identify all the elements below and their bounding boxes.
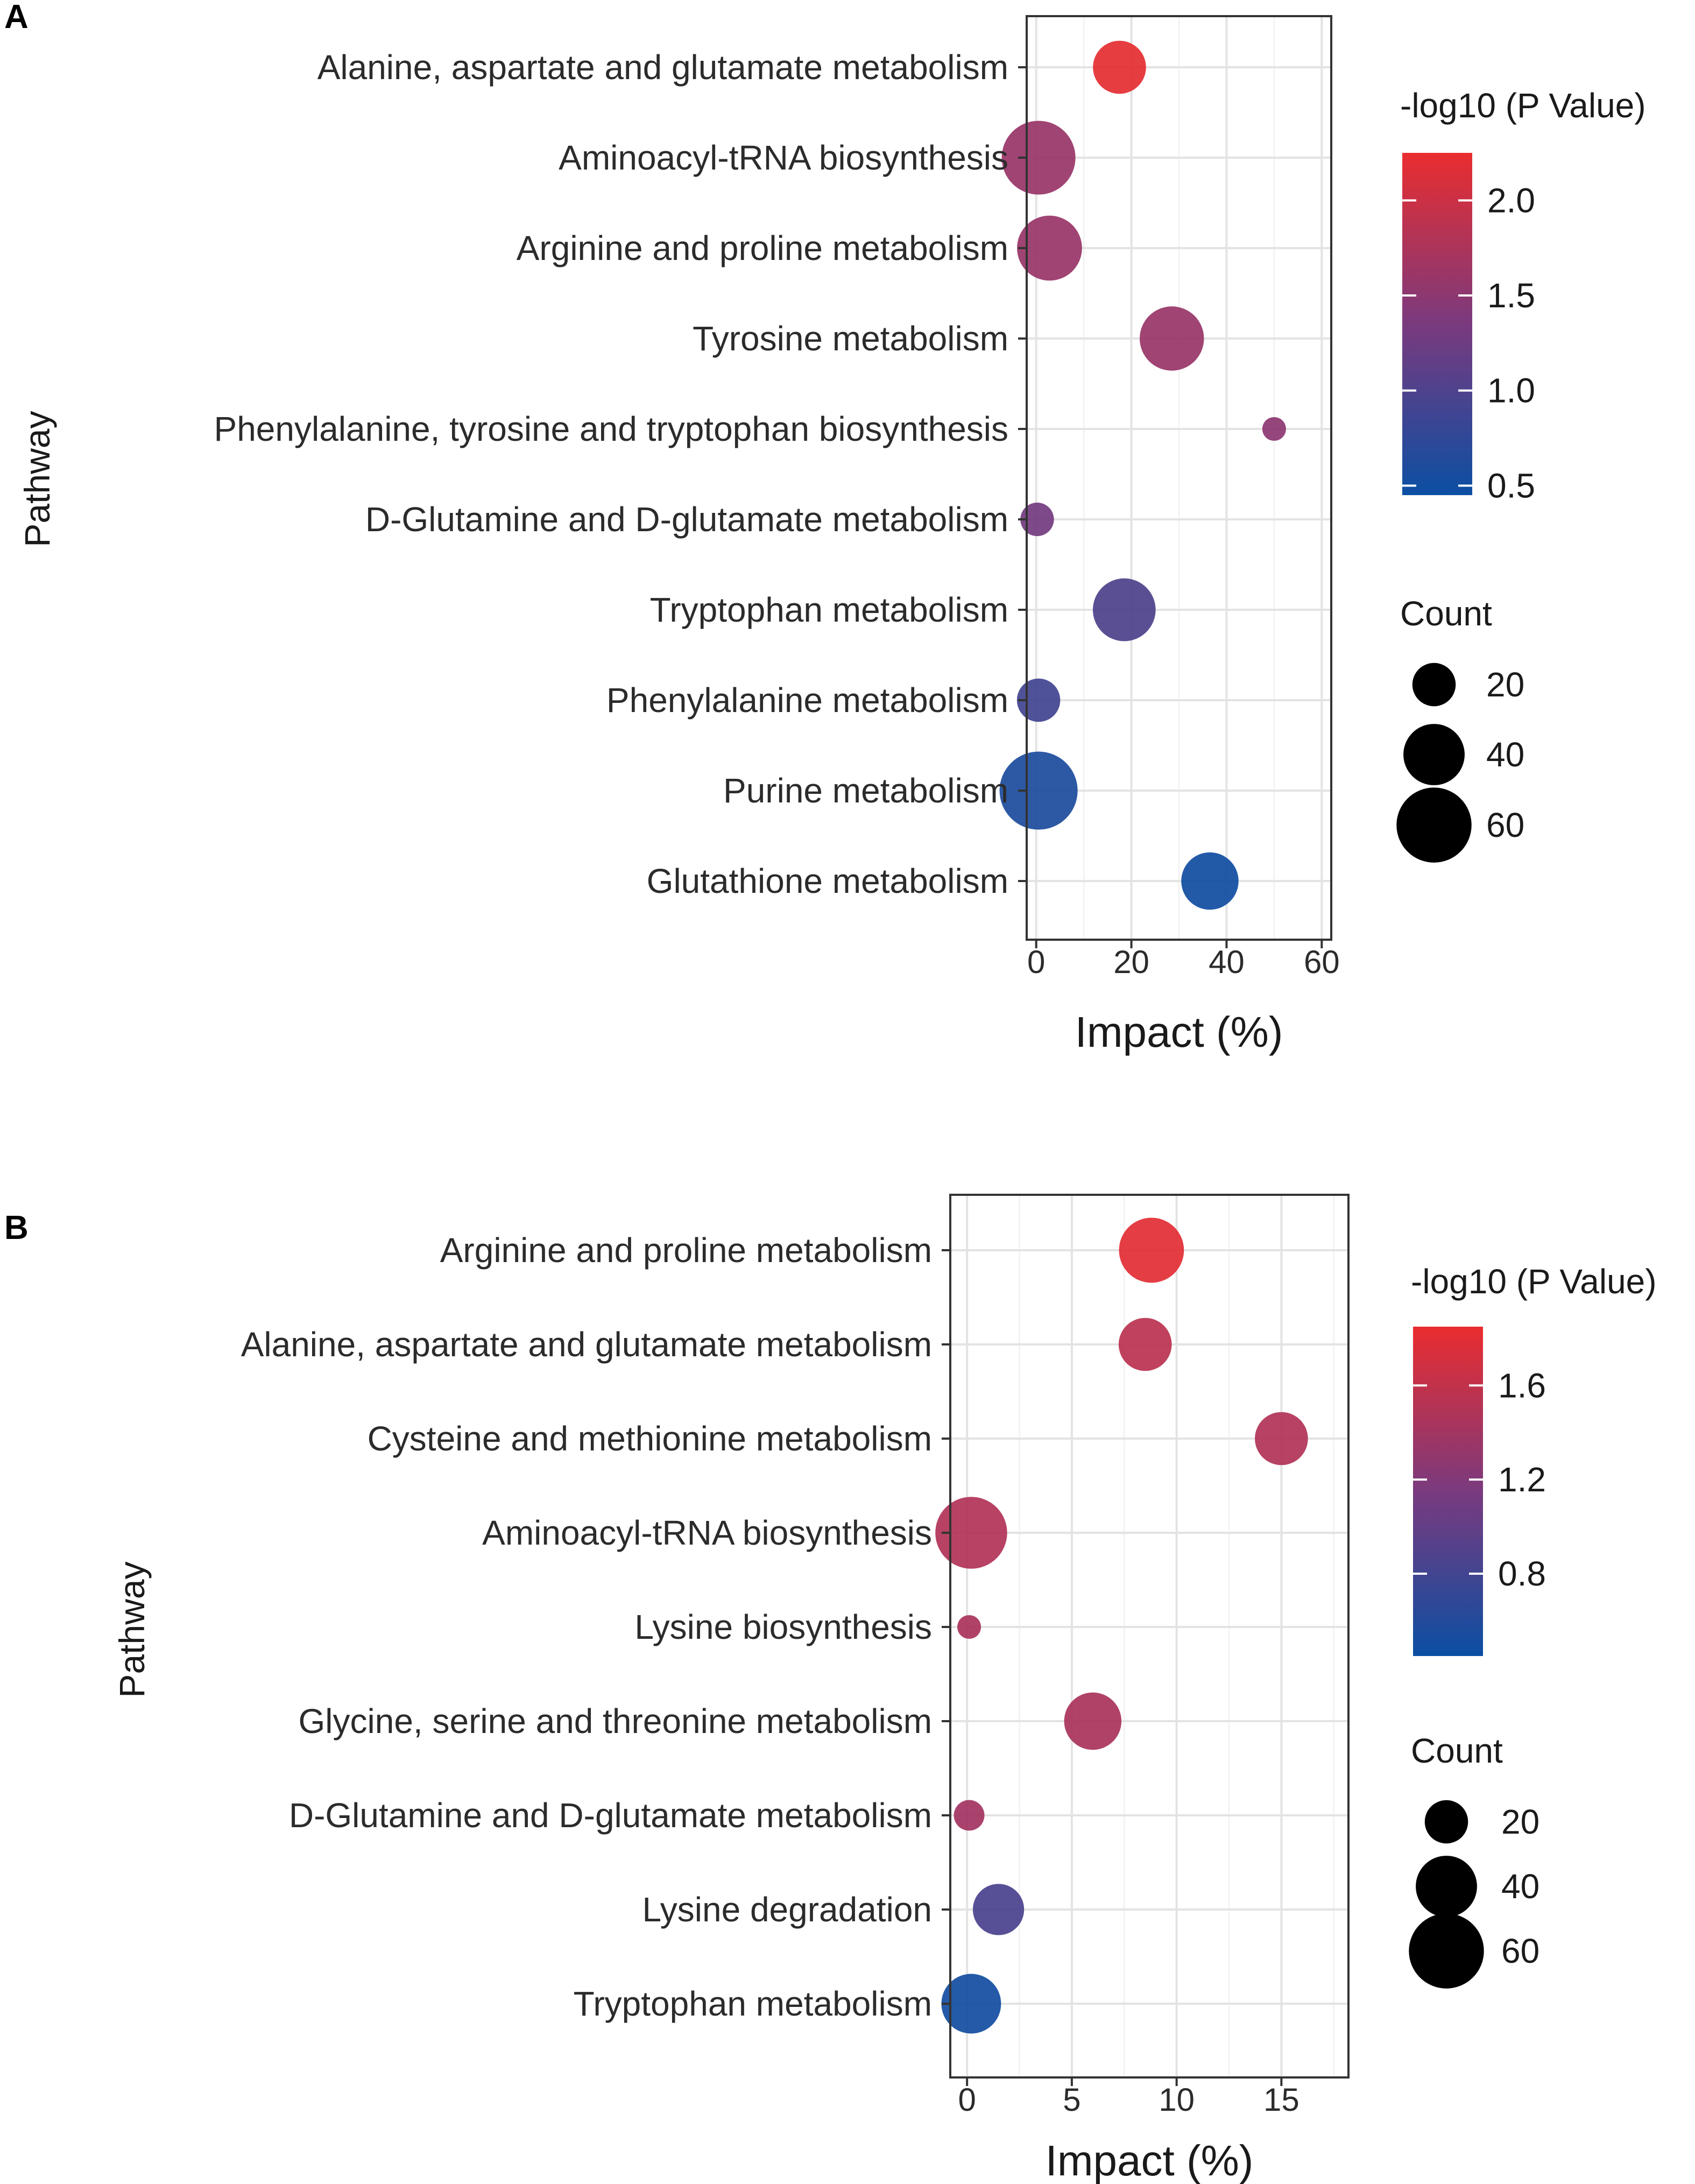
panel-a-chart: A Pathway Alanine, aspartate and glutama… bbox=[4, 0, 1646, 1056]
panel-a-x-tick-label: 60 bbox=[1304, 944, 1340, 980]
panel-b-x-axis-title: Impact (%) bbox=[1046, 2137, 1254, 2184]
panel-b-size-legend-dot bbox=[1424, 1800, 1468, 1844]
panel-a-bubble-point bbox=[1140, 306, 1204, 371]
panel-b-category-label: Alanine, aspartate and glutamate metabol… bbox=[241, 1325, 932, 1364]
panel-b-bubble-point bbox=[1064, 1692, 1122, 1750]
panel-a-x-tick-label: 20 bbox=[1113, 944, 1149, 980]
panel-b-category-label: Arginine and proline metabolism bbox=[440, 1231, 932, 1270]
panel-a-category-label: Purine metabolism bbox=[723, 771, 1008, 810]
panel-a-size-legend-dot bbox=[1396, 787, 1472, 863]
panel-b-plot-border bbox=[949, 1194, 1350, 2079]
panel-a-category-label: Glutathione metabolism bbox=[647, 862, 1008, 900]
panel-b-color-legend-label: 0.8 bbox=[1498, 1554, 1546, 1593]
panel-a-bubble-point bbox=[1017, 215, 1082, 281]
panel-b-x-tick-label: 5 bbox=[1063, 2082, 1080, 2118]
panel-b-category-label: D-Glutamine and D-glutamate metabolism bbox=[289, 1796, 932, 1835]
panel-b-size-legend-label: 40 bbox=[1501, 1867, 1539, 1906]
panel-b-bubble-point bbox=[1118, 1318, 1172, 1371]
panel-a-category-label: Alanine, aspartate and glutamate metabol… bbox=[317, 48, 1008, 87]
panel-b-size-legend-label: 60 bbox=[1501, 1932, 1539, 1970]
panel-a-color-legend-label: 1.0 bbox=[1487, 371, 1535, 410]
panel-a-letter: A bbox=[4, 0, 29, 36]
panel-b-category-label: Glycine, serine and threonine metabolism bbox=[299, 1702, 933, 1741]
panel-b-category-label: Tryptophan metabolism bbox=[574, 1984, 932, 2023]
panel-a-size-legend-label: 40 bbox=[1486, 735, 1524, 774]
panel-a-size-legend-dot bbox=[1403, 724, 1465, 785]
panel-a-bubble-point bbox=[999, 751, 1078, 830]
panel-a-category-label: Tryptophan metabolism bbox=[650, 590, 1008, 629]
panel-a-size-legend-label: 60 bbox=[1486, 806, 1524, 844]
panel-a-bubble-point bbox=[1001, 121, 1076, 195]
panel-b-bubble-point bbox=[941, 1974, 1001, 2034]
panel-a-category-label: Phenylalanine, tyrosine and tryptophan b… bbox=[214, 410, 1009, 448]
panel-b-x-tick-label: 10 bbox=[1159, 2082, 1195, 2118]
panel-a-size-legend-dot bbox=[1412, 663, 1456, 707]
panel-b-color-legend-label: 1.6 bbox=[1498, 1366, 1546, 1405]
panel-b-color-legend-bar bbox=[1413, 1327, 1483, 1656]
panel-b-category-label: Aminoacyl-tRNA biosynthesis bbox=[482, 1513, 932, 1552]
panel-a-category-label: Tyrosine metabolism bbox=[693, 319, 1008, 358]
panel-a-bubble-point bbox=[1020, 502, 1054, 537]
panel-b-bubble-point bbox=[1119, 1217, 1184, 1283]
panel-a-x-axis-title: Impact (%) bbox=[1075, 1008, 1283, 1056]
panel-a-size-legend-label: 20 bbox=[1486, 665, 1524, 704]
panel-b-bubble-point bbox=[954, 1800, 985, 1831]
panel-b-bubble-point bbox=[1255, 1412, 1308, 1466]
panel-b-y-axis-title: Pathway bbox=[112, 1561, 152, 1697]
panel-a-category-label: Arginine and proline metabolism bbox=[517, 229, 1008, 267]
panel-a-category-label: Phenylalanine metabolism bbox=[606, 681, 1008, 720]
panel-b-color-legend-label: 1.2 bbox=[1498, 1460, 1546, 1499]
panel-b-size-legend-dot bbox=[1409, 1913, 1484, 1989]
panel-b-category-label: Lysine biosynthesis bbox=[634, 1608, 932, 1646]
panel-b-x-tick-label: 0 bbox=[958, 2082, 976, 2118]
panel-b-bubble-point bbox=[935, 1497, 1007, 1569]
panel-b-size-legend-dot bbox=[1416, 1856, 1477, 1917]
panel-b-size-legend-label: 20 bbox=[1501, 1802, 1539, 1841]
panel-b-x-tick-label: 15 bbox=[1263, 2082, 1300, 2118]
panel-a-bubble-point bbox=[1093, 40, 1146, 94]
panel-b-size-legend-title: Count bbox=[1411, 1731, 1503, 1770]
panel-a-color-legend-bar bbox=[1402, 153, 1472, 495]
panel-a-color-legend-label: 2.0 bbox=[1487, 181, 1535, 220]
panel-a-size-legend-title: Count bbox=[1400, 594, 1492, 633]
panel-a-color-legend-label: 1.5 bbox=[1487, 276, 1535, 315]
panel-a-y-axis-title: Pathway bbox=[17, 411, 57, 547]
panel-a-plot-border bbox=[1026, 15, 1332, 941]
panel-a-category-label: D-Glutamine and D-glutamate metabolism bbox=[365, 500, 1008, 539]
panel-a-bubble-point bbox=[1262, 417, 1286, 441]
panel-a-bubble-point bbox=[1181, 852, 1239, 910]
panel-a-x-tick-label: 0 bbox=[1027, 944, 1045, 980]
panel-a-category-label: Aminoacyl-tRNA biosynthesis bbox=[559, 138, 1008, 177]
panel-a-color-legend-label: 0.5 bbox=[1487, 466, 1535, 505]
panel-b-bubble-point bbox=[972, 1884, 1025, 1935]
panel-b-chart: B Pathway Arginine and proline metabolis… bbox=[4, 1194, 1657, 2184]
panel-a-bubble-point bbox=[1092, 578, 1156, 642]
panel-b-category-label: Cysteine and methionine metabolism bbox=[368, 1419, 932, 1458]
panel-b-bubble-point bbox=[957, 1615, 981, 1639]
panel-b-color-legend-title: -log10 (P Value) bbox=[1411, 1262, 1657, 1301]
panel-b-letter: B bbox=[4, 1209, 29, 1246]
panel-b-category-label: Lysine degradation bbox=[642, 1890, 932, 1929]
panel-a-x-tick-label: 40 bbox=[1209, 944, 1245, 980]
panel-a-color-legend-title: -log10 (P Value) bbox=[1400, 86, 1646, 125]
